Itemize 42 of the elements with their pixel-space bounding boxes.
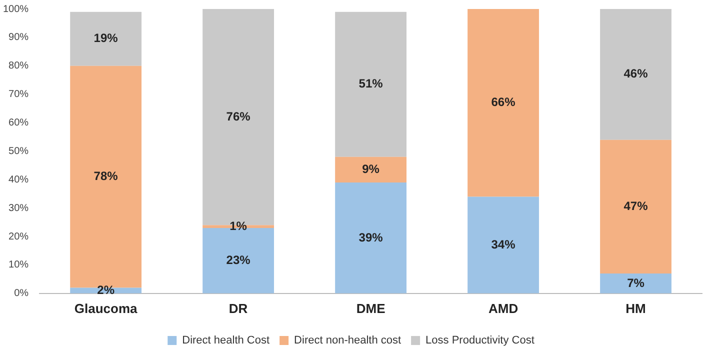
data-label: 2% [97,282,115,297]
data-label: 7% [627,276,645,290]
x-tick-label: HM [626,300,646,316]
data-label: 47% [624,198,648,213]
y-tick-label: 80% [8,60,29,72]
legend-label: Loss Productivity Cost [426,334,534,347]
y-tick-label: 50% [8,146,29,157]
y-tick-label: 40% [8,174,29,186]
bar [335,156,406,182]
y-tick-label: 30% [8,202,29,214]
x-tick-label: DME [356,300,386,316]
legend-label: Direct health Cost [182,334,270,347]
y-tick-label: 70% [8,89,29,100]
data-label: 76% [226,109,251,124]
bar [600,140,672,274]
data-label: 78% [94,169,118,184]
data-label: 34% [491,237,516,252]
y-tick-label: 100% [3,4,29,15]
data-label: 51% [358,76,384,91]
y-tick-label: 90% [8,32,29,44]
bar [70,12,142,66]
y-tick-label: 60% [8,118,29,129]
bar [600,273,672,294]
y-tick-label: 20% [8,231,29,242]
data-label: 66% [491,95,516,110]
data-label: 1% [230,218,248,233]
data-label: 23% [226,253,251,268]
bar [468,196,539,294]
data-label: 9% [362,162,380,176]
y-tick-label: 0% [14,288,29,300]
y-tick-label: 10% [8,260,29,271]
data-label: 19% [94,31,118,46]
bar [335,182,406,294]
bar [600,9,672,140]
data-label: 46% [624,66,648,81]
x-tick-label: AMD [488,300,518,316]
data-label: 39% [358,230,384,244]
x-tick-label: DR [228,300,248,316]
legend-label: Direct non-health cost [294,334,402,347]
x-tick-label: Glaucoma [74,300,138,316]
bar [468,9,539,197]
bar [335,12,406,157]
